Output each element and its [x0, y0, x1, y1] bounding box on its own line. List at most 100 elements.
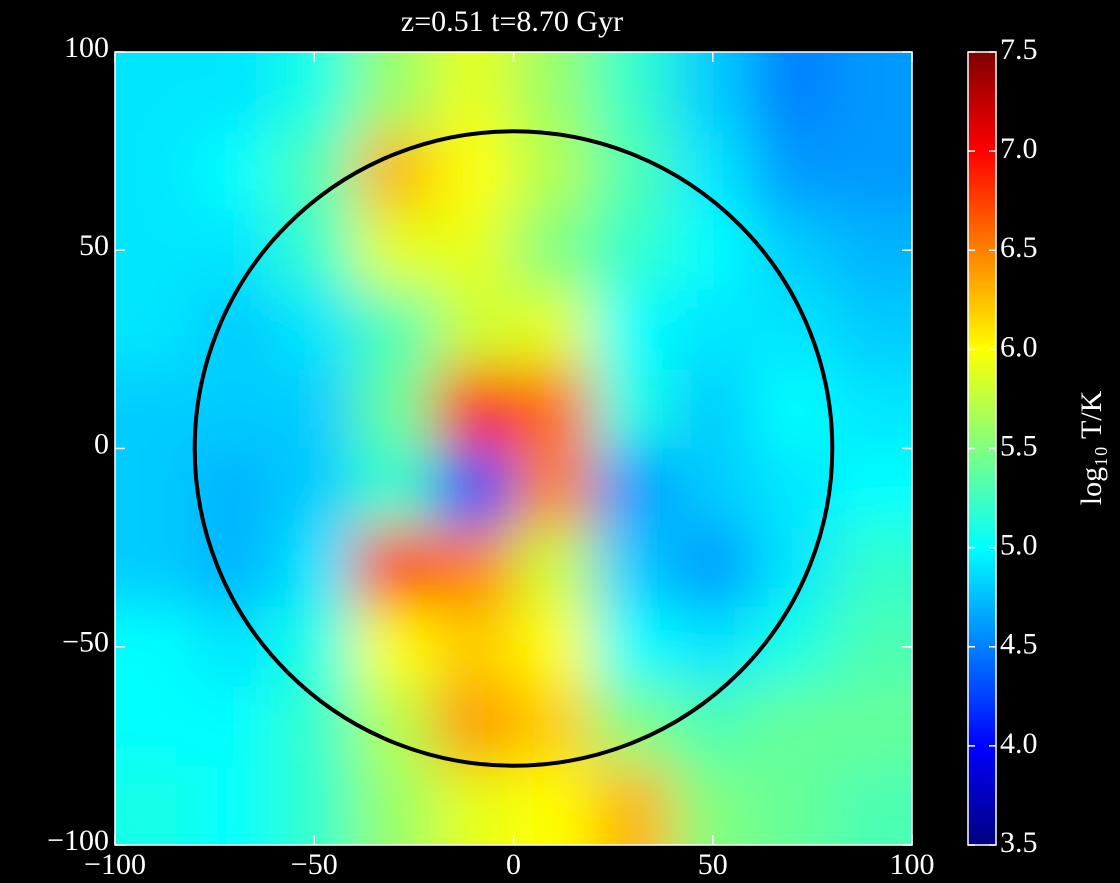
heat-cell — [513, 448, 594, 528]
heat-cell — [593, 210, 673, 290]
heat-cell — [354, 52, 434, 132]
heat-cell — [433, 448, 514, 528]
heat-cell — [513, 686, 594, 766]
heat-cell — [832, 527, 912, 608]
heat-cell — [593, 765, 673, 845]
heat-cell — [354, 607, 434, 687]
colorbar-tick-label: 4.5 — [1000, 628, 1038, 661]
heat-cell — [513, 369, 594, 449]
heat-cell — [513, 765, 594, 845]
heat-cell — [672, 527, 753, 608]
x-tick-label: 50 — [698, 848, 728, 881]
heat-cell — [115, 210, 195, 290]
heat-cell — [672, 369, 753, 449]
heat-cell — [354, 448, 434, 528]
heat-cell — [593, 52, 673, 132]
annotation-circle — [192, 129, 835, 768]
heat-cell — [274, 210, 355, 290]
heat-cell — [115, 131, 195, 211]
heat-cell — [832, 52, 912, 132]
heat-cell — [593, 369, 673, 449]
heat-cell — [832, 686, 912, 766]
heat-cell — [513, 131, 594, 211]
heat-cell — [194, 131, 275, 211]
heat-cell — [115, 448, 195, 528]
heat-cell — [513, 210, 594, 290]
heat-cell — [752, 52, 833, 132]
heat-cell — [274, 686, 355, 766]
heat-cell — [274, 52, 355, 132]
heat-cell — [752, 131, 833, 211]
cells — [115, 52, 912, 845]
heat-cell — [115, 607, 195, 687]
x-tick-label: −50 — [291, 848, 338, 881]
colorbar-tick-label: 5.0 — [1000, 529, 1038, 562]
heat-cell — [672, 448, 753, 528]
heat-cell — [115, 686, 195, 766]
heat-cell — [194, 210, 275, 290]
x-tick-label: 0 — [506, 848, 521, 881]
colorbar-tick-label: 4.0 — [1000, 727, 1038, 760]
heat-cell — [832, 765, 912, 845]
heat-cell — [274, 131, 355, 211]
chart-title: z=0.51 t=8.70 Gyr — [401, 5, 623, 38]
heat-cell — [752, 686, 833, 766]
heat-cell — [115, 369, 195, 449]
heat-cell — [433, 131, 514, 211]
heat-cell — [274, 607, 355, 687]
heat-cell — [752, 210, 833, 290]
heat-cell — [274, 765, 355, 845]
heat-cell — [752, 448, 833, 528]
heat-cell — [433, 686, 514, 766]
heat-cell — [433, 289, 514, 370]
heat-cell — [513, 289, 594, 370]
heat-cell — [115, 289, 195, 370]
heat-cell — [115, 765, 195, 845]
heat-cell — [672, 765, 753, 845]
heat-cell — [672, 289, 753, 370]
heat-cell — [433, 527, 514, 608]
heat-cell — [194, 52, 275, 132]
colorbar-label: log₁₀ T/K — [1075, 390, 1108, 505]
heat-cell — [194, 448, 275, 528]
heat-cell — [354, 289, 434, 370]
heat-cell — [832, 607, 912, 687]
heat-cell — [752, 369, 833, 449]
heat-cell — [832, 210, 912, 290]
y-tick-label: 100 — [64, 31, 109, 64]
heat-cell — [832, 448, 912, 528]
heat-cell — [433, 210, 514, 290]
colorbar-tick-label: 7.0 — [1000, 132, 1038, 165]
heat-cell — [593, 527, 673, 608]
heat-cell — [274, 369, 355, 449]
heat-cell — [513, 52, 594, 132]
colorbar-tick-label: 5.5 — [1000, 429, 1038, 462]
heat-cell — [274, 527, 355, 608]
heat-cell — [832, 289, 912, 370]
x-tick-label: −100 — [84, 848, 146, 881]
heat-cell — [115, 527, 195, 608]
heat-cell — [513, 527, 594, 608]
heat-cell — [115, 52, 195, 132]
heat-cell — [194, 765, 275, 845]
heat-cell — [194, 686, 275, 766]
heat-cell — [433, 369, 514, 449]
heat-cell — [832, 369, 912, 449]
colorbar-tick-label: 7.5 — [1000, 33, 1038, 66]
heat-cell — [672, 131, 753, 211]
heat-cell — [513, 607, 594, 687]
y-tick-label: 0 — [94, 427, 109, 460]
colorbar-tick-label: 3.5 — [1000, 826, 1038, 859]
heat-cell — [672, 686, 753, 766]
heat-cell — [752, 765, 833, 845]
field — [115, 52, 912, 845]
heat-cell — [593, 289, 673, 370]
heat-cell — [672, 607, 753, 687]
heat-cell — [354, 369, 434, 449]
colorbar-tick-label: 6.0 — [1000, 330, 1038, 363]
y-tick-label: −100 — [47, 824, 109, 857]
heat-cell — [593, 607, 673, 687]
heat-cell — [832, 131, 912, 211]
heat-cell — [354, 765, 434, 845]
heat-cell — [433, 765, 514, 845]
